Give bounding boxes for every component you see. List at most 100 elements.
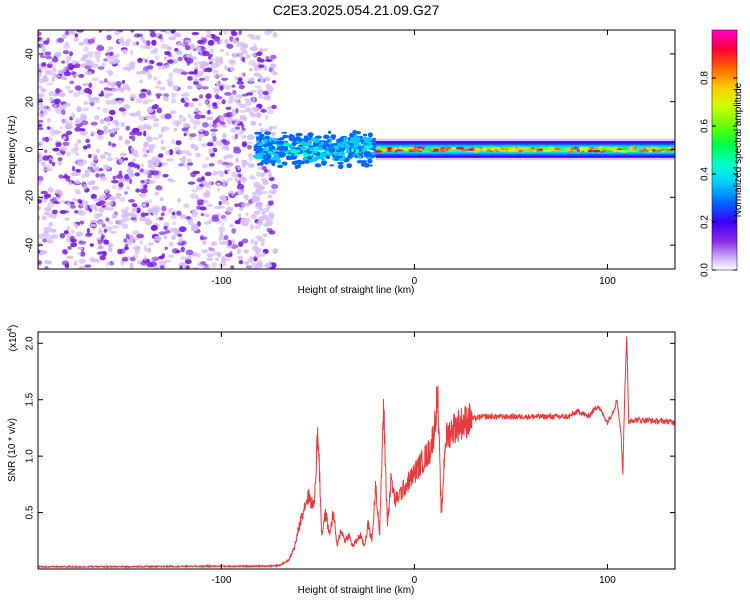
spectrogram-carrier-peak bbox=[455, 146, 465, 150]
spectrogram-noise-blob bbox=[196, 252, 201, 258]
spectrogram-noise-blob bbox=[226, 154, 234, 159]
spectrogram-band-blob bbox=[362, 133, 368, 137]
spectrogram-noise-blob bbox=[214, 94, 220, 99]
spectrogram-band-blob bbox=[292, 141, 298, 146]
spectrogram-noise-blob bbox=[125, 206, 130, 210]
spectrogram-noise-blob bbox=[223, 30, 228, 35]
spectrogram-band-blob bbox=[303, 159, 310, 164]
spectrogram-noise-blob bbox=[164, 30, 171, 35]
spectrogram-noise-blob bbox=[229, 251, 233, 257]
figure-title: C2E3.2025.054.21.09.G27 bbox=[273, 2, 440, 18]
spectrogram-noise-blob bbox=[53, 104, 57, 110]
spectrogram-noise-blob bbox=[226, 258, 231, 262]
spectrogram-noise-blob bbox=[252, 264, 258, 269]
spectrogram-noise-blob bbox=[140, 163, 144, 168]
spectrogram-noise-blob bbox=[96, 251, 103, 255]
spectrogram-noise-blob bbox=[180, 71, 188, 75]
spectrogram-noise-blob bbox=[74, 85, 82, 91]
spectrogram-noise-blob bbox=[128, 199, 136, 203]
spectrogram-noise-blob bbox=[239, 114, 247, 121]
snr-multiplier: (x104) bbox=[7, 325, 19, 352]
spectrogram-band-blob bbox=[326, 139, 330, 143]
spectrogram-noise-blob bbox=[147, 98, 153, 103]
spectrogram-noise-blob bbox=[239, 207, 244, 211]
spectrogram-noise-blob bbox=[154, 212, 158, 216]
spectrogram-noise-blob bbox=[54, 89, 63, 93]
spectrogram-noise-blob bbox=[38, 199, 42, 204]
spectrogram-noise-blob bbox=[74, 210, 79, 214]
spectrogram-noise-blob bbox=[157, 153, 164, 158]
spectrogram-noise-blob bbox=[147, 73, 153, 80]
spectrogram-noise-blob bbox=[271, 183, 279, 190]
spectrogram-noise-blob bbox=[226, 168, 231, 173]
spectrogram-noise-blob bbox=[119, 218, 127, 223]
spectrogram-noise-blob bbox=[182, 155, 186, 160]
spectrogram-noise-blob bbox=[109, 51, 114, 56]
spectrogram-noise-blob bbox=[65, 130, 73, 135]
spectrogram-noise-blob bbox=[48, 221, 54, 227]
spectrogram-noise-blob bbox=[58, 190, 64, 197]
spectrogram-noise-blob bbox=[241, 141, 247, 148]
spectrogram-noise-blob bbox=[235, 94, 244, 99]
spectrogram-noise-blob bbox=[259, 128, 265, 133]
snr-ytick-label: 1.0 bbox=[25, 449, 36, 463]
spectrogram-band-blob bbox=[256, 152, 264, 158]
spectrogram-noise-blob bbox=[262, 179, 269, 186]
spectrogram-noise-blob bbox=[149, 114, 157, 120]
spectrogram-noise-blob bbox=[243, 249, 249, 254]
spectrogram-band-blob bbox=[315, 155, 323, 159]
spectrogram-noise-blob bbox=[40, 161, 47, 165]
spectrogram-noise-blob bbox=[182, 117, 186, 123]
colorbar-gradient bbox=[711, 29, 738, 271]
spectrogram-noise-blob bbox=[185, 265, 190, 269]
spectrogram-band-blob bbox=[321, 161, 327, 166]
spectrogram-noise-blob bbox=[225, 179, 230, 184]
spectrogram-noise-blob bbox=[62, 141, 70, 146]
spectrogram-noise-blob bbox=[119, 152, 127, 157]
spectrogram-carrier-peak bbox=[648, 150, 653, 153]
spectrogram-band-blob bbox=[320, 142, 325, 145]
spectrogram-band-blob bbox=[363, 153, 371, 158]
spectrogram-noise-blob bbox=[221, 222, 225, 226]
spectrogram-noise-blob bbox=[202, 213, 210, 218]
spectrogram-noise-blob bbox=[168, 72, 174, 78]
snr-series-line bbox=[38, 336, 675, 569]
spectrogram-band-blob bbox=[276, 140, 285, 145]
spectrogram-noise-blob bbox=[78, 73, 85, 78]
spectrogram-noise-blob bbox=[216, 170, 225, 175]
spectrogram-noise-blob bbox=[205, 34, 212, 38]
spectrogram-noise-blob bbox=[79, 210, 87, 217]
spectrogram-noise-blob bbox=[247, 163, 255, 168]
spectrogram-noise-blob bbox=[139, 79, 143, 84]
spectrogram-noise-blob bbox=[254, 85, 262, 89]
spectrogram-noise-blob bbox=[139, 70, 148, 74]
spectrogram-noise-blob bbox=[40, 88, 47, 93]
spectrogram-noise-blob bbox=[171, 30, 176, 34]
spectrogram-noise-blob bbox=[165, 150, 171, 156]
spectrogram-noise-blob bbox=[206, 116, 214, 121]
spectrogram-noise-blob bbox=[189, 45, 196, 50]
spectrogram-noise-blob bbox=[64, 173, 68, 178]
spectrogram-noise-blob bbox=[38, 93, 43, 99]
spectrogram-noise-blob bbox=[54, 51, 61, 58]
spectrogram-noise-blob bbox=[115, 192, 122, 197]
spectrogram-noise-blob bbox=[206, 203, 213, 207]
spectrogram-noise-blob bbox=[199, 236, 208, 241]
spectrogram-noise-blob bbox=[251, 106, 260, 112]
spectrogram-noise-blob bbox=[268, 215, 274, 221]
spectrogram-noise-blob bbox=[200, 114, 206, 119]
spectrogram-noise-blob bbox=[147, 174, 152, 179]
spectrogram-band-blob bbox=[311, 157, 318, 162]
spectrogram-noise-blob bbox=[150, 224, 158, 231]
spectrogram-noise-blob bbox=[177, 233, 183, 237]
spectrogram-noise-blob bbox=[131, 203, 138, 208]
spectrogram-noise-blob bbox=[114, 120, 120, 127]
spectrogram-noise-blob bbox=[130, 64, 135, 70]
spectrogram-noise-blob bbox=[238, 84, 245, 90]
spectrogram-noise-blob bbox=[105, 226, 113, 232]
spectrogram-noise-blob bbox=[238, 241, 244, 248]
spectrogram-noise-blob bbox=[222, 133, 227, 137]
spectrogram-noise-blob bbox=[105, 116, 111, 123]
spectrogram-noise-blob bbox=[123, 83, 129, 90]
spectrogram-noise-blob bbox=[249, 224, 254, 231]
